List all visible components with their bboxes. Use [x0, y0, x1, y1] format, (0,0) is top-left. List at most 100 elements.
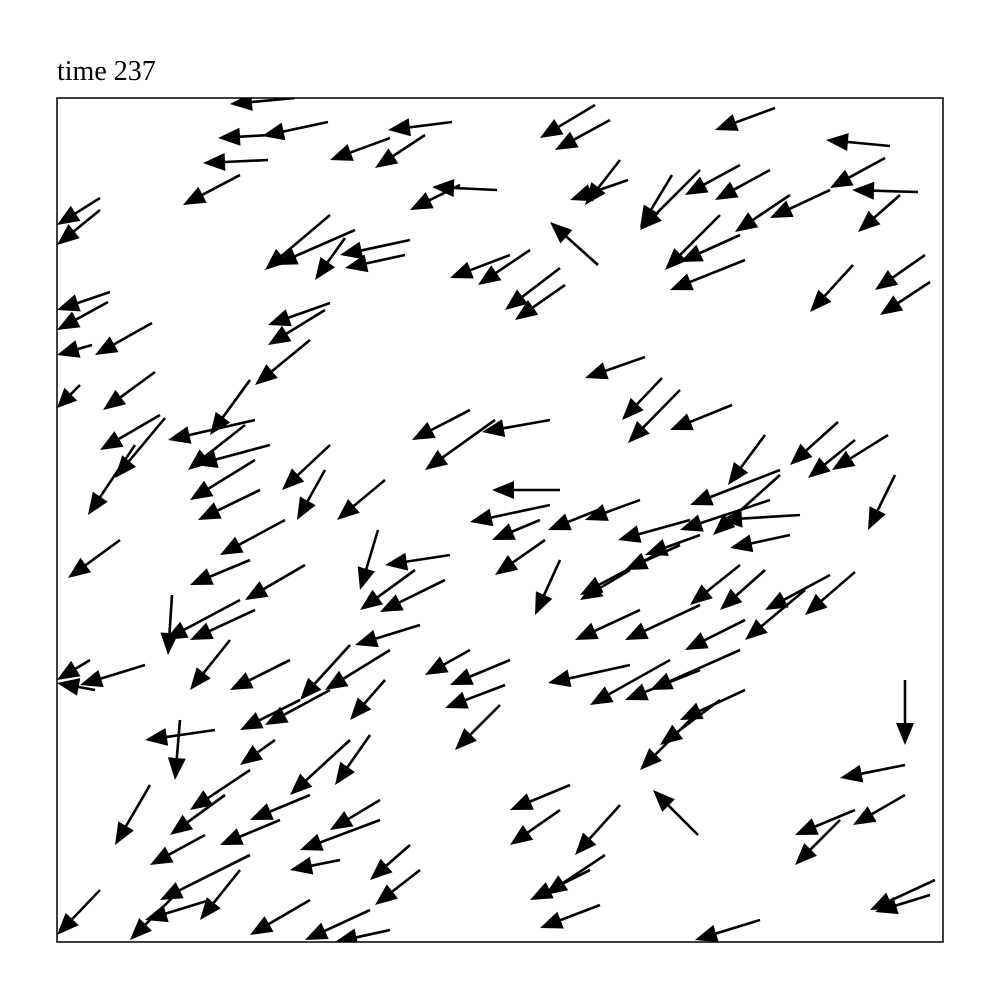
- arrow: [195, 443, 271, 468]
- arrow: [640, 169, 701, 230]
- arrow: [685, 618, 746, 650]
- arrow: [515, 283, 566, 320]
- arrow: [57, 209, 101, 245]
- arrow: [720, 569, 766, 610]
- arrow: [868, 474, 897, 530]
- arrow: [240, 698, 301, 730]
- arrow: [268, 308, 326, 345]
- arrow: [265, 214, 331, 270]
- arrow: [713, 474, 781, 535]
- arrow: [530, 868, 591, 900]
- arrow: [170, 793, 226, 835]
- arrow: [350, 679, 386, 720]
- arrow: [190, 558, 251, 585]
- arrow: [305, 908, 371, 940]
- arrow: [220, 818, 281, 845]
- arrow: [410, 183, 461, 210]
- arrow: [275, 228, 356, 265]
- arrow: [360, 568, 416, 610]
- arrow: [896, 680, 914, 745]
- arrow: [325, 648, 391, 690]
- arrow: [262, 120, 329, 141]
- arrow: [840, 763, 906, 783]
- arrow: [580, 553, 656, 595]
- arrow: [203, 153, 269, 171]
- arrow-field: [57, 98, 936, 942]
- arrow: [95, 321, 153, 355]
- arrow: [795, 808, 856, 835]
- arrow: [870, 878, 936, 910]
- arrow: [640, 709, 701, 770]
- arrow: [337, 479, 386, 520]
- arrow: [88, 444, 137, 515]
- arrow: [628, 389, 681, 443]
- arrow: [57, 889, 101, 935]
- arrow: [57, 384, 81, 408]
- arrow: [340, 238, 411, 260]
- arrow: [190, 639, 231, 690]
- arrow: [188, 424, 246, 470]
- arrow: [357, 529, 380, 590]
- arrow: [826, 133, 891, 151]
- arrow: [492, 481, 560, 499]
- arrow: [57, 196, 101, 225]
- arrow: [245, 563, 306, 600]
- arrow: [680, 498, 771, 532]
- arrow: [330, 136, 391, 161]
- arrow: [145, 898, 211, 923]
- arrow: [335, 734, 372, 785]
- arrow: [425, 418, 496, 470]
- arrow: [535, 559, 562, 615]
- arrow: [300, 644, 351, 700]
- arrow: [695, 918, 761, 942]
- arrow: [150, 833, 206, 865]
- arrow: [385, 552, 451, 571]
- arrow: [200, 869, 241, 920]
- arrow: [492, 518, 541, 540]
- arrow: [720, 509, 801, 528]
- arrow: [445, 683, 506, 709]
- arrow: [548, 508, 599, 531]
- arrow: [510, 808, 561, 845]
- arrow: [575, 804, 621, 855]
- arrow: [550, 222, 599, 266]
- arrow: [680, 233, 741, 262]
- arrow: [832, 433, 889, 470]
- arrow: [670, 403, 733, 431]
- arrow: [198, 488, 261, 520]
- arrow: [660, 699, 721, 745]
- arrow: [625, 603, 701, 640]
- arrow: [218, 127, 271, 146]
- arrow: [57, 290, 111, 312]
- arrow: [290, 856, 341, 875]
- arrow: [240, 738, 276, 765]
- arrow: [810, 264, 854, 312]
- arrow: [728, 434, 766, 485]
- chart-title: time 237: [57, 56, 156, 87]
- arrow: [167, 719, 186, 780]
- arrow: [510, 783, 571, 810]
- arrow: [805, 571, 856, 615]
- arrow: [618, 518, 691, 543]
- arrow: [220, 518, 286, 555]
- arrow: [190, 458, 256, 500]
- arrow: [622, 377, 663, 420]
- arrow: [210, 379, 252, 435]
- arrow: [168, 418, 256, 444]
- arrow: [160, 853, 251, 900]
- arrow: [580, 568, 631, 600]
- arrow: [770, 188, 831, 218]
- arrow: [145, 728, 216, 746]
- arrow: [495, 538, 546, 575]
- arrow: [450, 658, 511, 685]
- arrow: [103, 371, 156, 410]
- arrow: [665, 214, 721, 270]
- arrow: [852, 181, 918, 200]
- arrow: [80, 663, 146, 688]
- arrow: [735, 193, 791, 232]
- arrow: [590, 658, 671, 705]
- arrow: [115, 784, 152, 845]
- arrow: [300, 818, 381, 851]
- arrow: [282, 444, 331, 490]
